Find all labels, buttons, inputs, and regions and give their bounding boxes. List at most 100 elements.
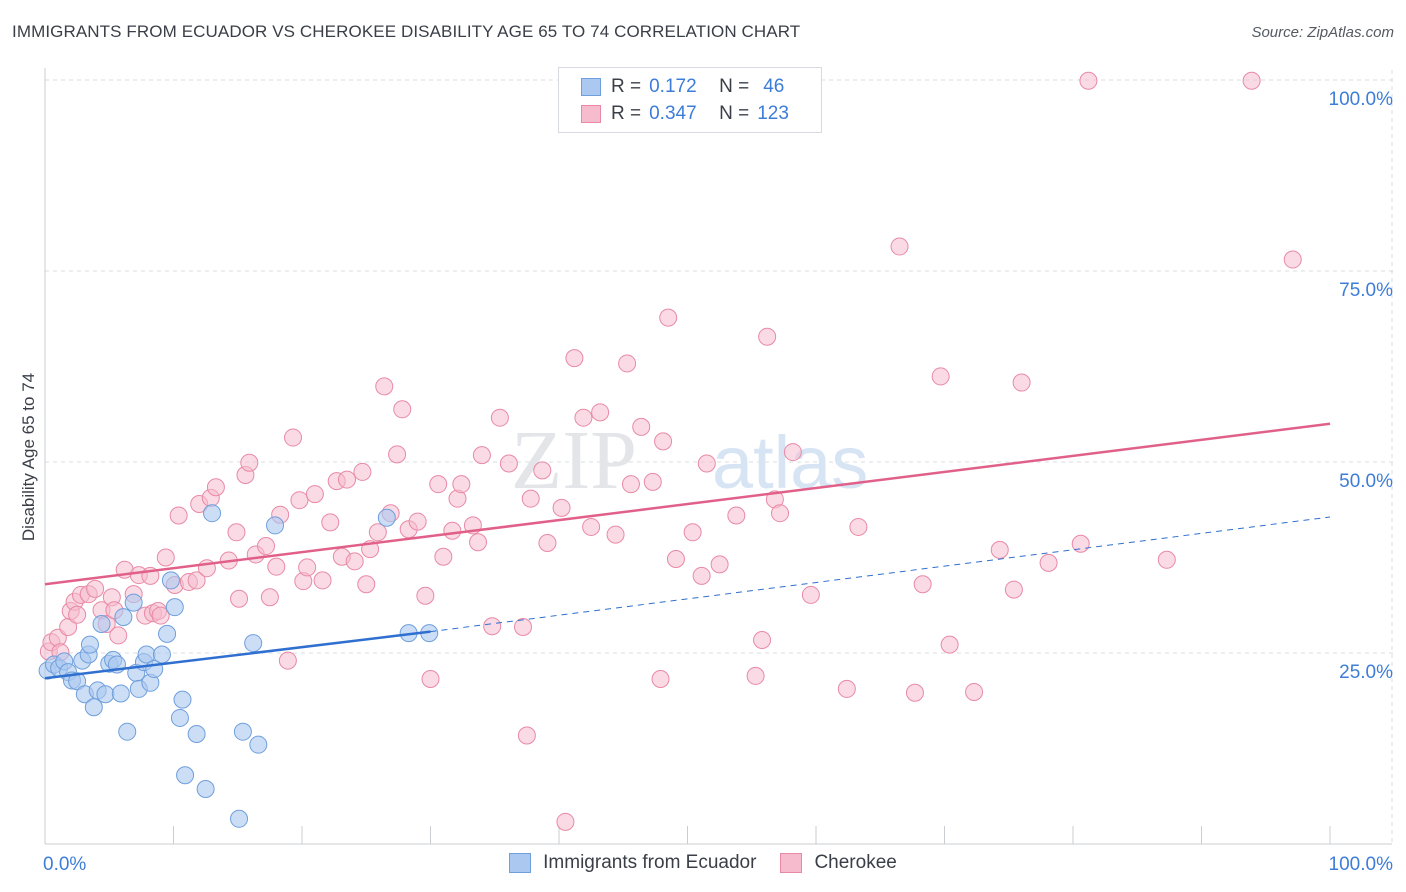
cherokee-point — [1039, 553, 1058, 572]
cherokee-point — [552, 498, 571, 517]
legend-n-value: 46 — [763, 76, 785, 97]
cherokee-point — [408, 512, 427, 531]
legend-swatch-pink — [581, 105, 601, 123]
legend-n-value: 123 — [757, 103, 789, 124]
cherokee-point — [290, 491, 309, 510]
legend-row-ecuador: R = 0.172 N = 46 — [581, 74, 784, 100]
cherokee-point — [517, 726, 536, 745]
cherokee-point — [1157, 550, 1176, 569]
cherokee-point — [753, 631, 772, 650]
watermark: ZIP atlas — [511, 414, 868, 507]
legend-row-cherokee: R = 0.347 N = 123 — [581, 101, 789, 127]
cherokee-point — [783, 443, 802, 462]
cherokee-point — [151, 606, 170, 625]
cherokee-point — [651, 669, 670, 688]
cherokee-point — [375, 377, 394, 396]
ecuador-point — [173, 690, 192, 709]
cherokee-point — [305, 485, 324, 504]
cherokee-point — [556, 812, 575, 831]
cherokee-point — [483, 617, 502, 636]
cherokee-point — [990, 540, 1009, 559]
series-swatch-blue — [509, 853, 532, 873]
cherokee-point — [965, 682, 984, 701]
ecuador-point — [158, 624, 177, 643]
cherokee-point — [837, 679, 856, 698]
ecuador-point — [230, 809, 249, 828]
cherokee-point — [692, 566, 711, 585]
y-tick-label: 75.0% — [1339, 280, 1393, 301]
legend: R = 0.172 N = 46 R = 0.347 N = 123 — [558, 67, 822, 133]
ecuador-point — [203, 504, 222, 523]
cherokee-point — [298, 558, 317, 577]
cherokee-point — [606, 525, 625, 544]
cherokee-point — [240, 453, 259, 472]
series-label-cherokee: Cherokee — [814, 852, 897, 873]
cherokee-point — [206, 478, 225, 497]
tick-labels: 25.0% 50.0% 75.0% 100.0% 0.0% 100.0% — [43, 89, 1393, 875]
cherokee-point — [257, 537, 276, 556]
ecuador-point — [111, 684, 130, 703]
cherokee-point — [469, 533, 488, 552]
ecuador-point — [124, 593, 143, 612]
series-label-ecuador: Immigrants from Ecuador — [543, 852, 757, 873]
cherokee-point — [169, 506, 188, 525]
cherokee-point — [368, 523, 387, 542]
cherokee-point — [801, 585, 820, 604]
cherokee-point — [353, 462, 372, 481]
ecuador-trend-line — [44, 630, 431, 680]
cherokee-point — [621, 475, 640, 494]
ecuador-point — [92, 614, 111, 633]
cherokee-point — [284, 428, 303, 447]
ecuador-trend-extension — [430, 516, 1331, 633]
cherokee-trend-line — [44, 422, 1331, 586]
y-tick-label: 25.0% — [1339, 662, 1393, 683]
cherokee-point — [499, 454, 518, 473]
cherokee-point — [727, 506, 746, 525]
cherokee-point — [1283, 250, 1302, 269]
ecuador-point — [249, 735, 268, 754]
cherokee-point — [710, 555, 729, 574]
cherokee-point — [533, 461, 552, 480]
cherokee-point — [514, 618, 533, 637]
cherokee-point — [1004, 580, 1023, 599]
cherokee-point — [1012, 373, 1031, 392]
cherokee-point — [416, 586, 435, 605]
cherokee-point — [337, 470, 356, 489]
series-legend-ecuador: Immigrants from Ecuador — [509, 852, 756, 874]
cherokee-point — [697, 454, 716, 473]
ecuador-point — [161, 571, 180, 590]
cherokee-point — [758, 327, 777, 346]
cherokee-point — [538, 533, 557, 552]
cherokee-point — [582, 517, 601, 536]
source-label: Source: ZipAtlas.com — [1251, 24, 1394, 41]
ecuador-point — [165, 598, 184, 617]
legend-r-label: R = — [611, 103, 642, 124]
cherokee-point — [683, 523, 702, 542]
legend-swatch-blue — [581, 78, 601, 96]
cherokee-point — [654, 432, 673, 451]
cherokee-point — [156, 548, 175, 567]
cherokee-point — [109, 626, 128, 645]
ecuador-point — [80, 635, 99, 654]
trend-lines — [44, 422, 1331, 680]
ecuador-point — [196, 779, 215, 798]
cherokee-point — [890, 237, 909, 256]
cherokee-point — [452, 475, 471, 494]
cherokee-point — [86, 579, 105, 598]
cherokee-point — [565, 349, 584, 368]
cherokee-point — [434, 547, 453, 566]
ecuador-point — [152, 645, 171, 664]
cherokee-point — [913, 575, 932, 594]
cherokee-point — [490, 408, 509, 427]
cherokee-point — [443, 521, 462, 540]
y-axis-label: Disability Age 65 to 74 — [19, 373, 38, 541]
ecuador-point — [233, 722, 252, 741]
cherokee-point — [230, 589, 249, 608]
axes — [44, 68, 1392, 845]
cherokee-point — [267, 557, 286, 576]
cherokee-point — [68, 605, 87, 624]
series-swatch-pink — [780, 853, 803, 873]
legend-r-value: 0.172 — [649, 76, 697, 97]
cherokee-point — [345, 552, 364, 571]
